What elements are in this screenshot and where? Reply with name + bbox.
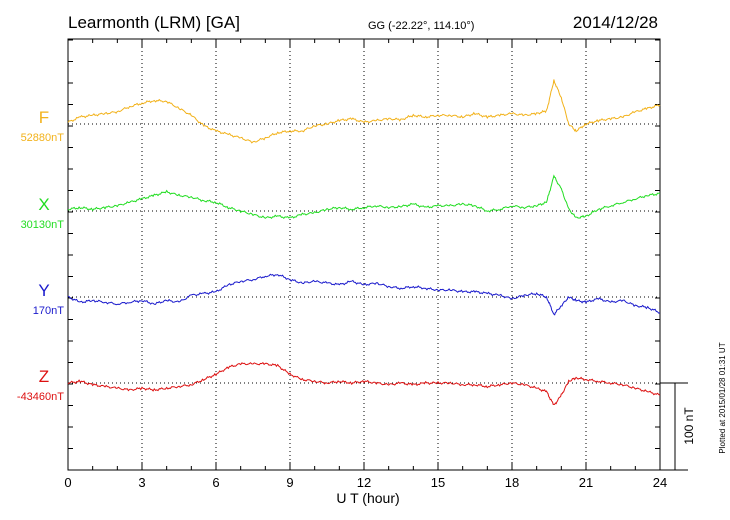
station-title: Learmonth (LRM) [GA]	[68, 13, 240, 32]
x-tick-label: 21	[579, 475, 593, 490]
series-line-X	[68, 174, 661, 220]
x-tick-labels: 0 3 6 9 12 15 18 21 24	[64, 475, 667, 490]
plotted-timestamp: Plotted at 2015/01/28 01:31 UT	[718, 342, 727, 453]
x-tick-label: 12	[357, 475, 371, 490]
series-baseline-F: 52880nT	[21, 132, 65, 144]
series-baseline-Y: 170nT	[33, 305, 64, 317]
grid	[68, 39, 660, 470]
x-tick-label: 15	[431, 475, 445, 490]
series-name-Y: Y	[38, 281, 49, 300]
scale-bar-label: 100 nT	[682, 407, 696, 445]
series-baseline-X: 30130nT	[21, 219, 65, 231]
series-name-F: F	[39, 108, 49, 127]
x-tick-label: 24	[653, 475, 667, 490]
series-group	[67, 79, 661, 406]
series-line-Z	[67, 362, 661, 406]
x-tick-label: 0	[64, 475, 71, 490]
coordinates-label: GG (-22.22°, 114.10°)	[368, 20, 474, 32]
x-tick-label: 9	[286, 475, 293, 490]
series-line-Y	[67, 273, 661, 316]
series-name-Z: Z	[39, 367, 49, 386]
x-tick-label: 18	[505, 475, 519, 490]
x-axis-label: U T (hour)	[336, 490, 399, 506]
x-tick-label: 6	[212, 475, 219, 490]
scale-bar: 100 nT	[660, 382, 696, 471]
series-labels: F 52880nT X 30130nT Y 170nT Z -43460nT	[17, 108, 64, 403]
series-line-F	[67, 79, 661, 144]
x-tick-label: 3	[138, 475, 145, 490]
date-label: 2014/12/28	[573, 13, 658, 32]
series-name-X: X	[38, 195, 49, 214]
series-baseline-Z: -43460nT	[17, 391, 64, 403]
axis-ticks	[67, 39, 661, 470]
